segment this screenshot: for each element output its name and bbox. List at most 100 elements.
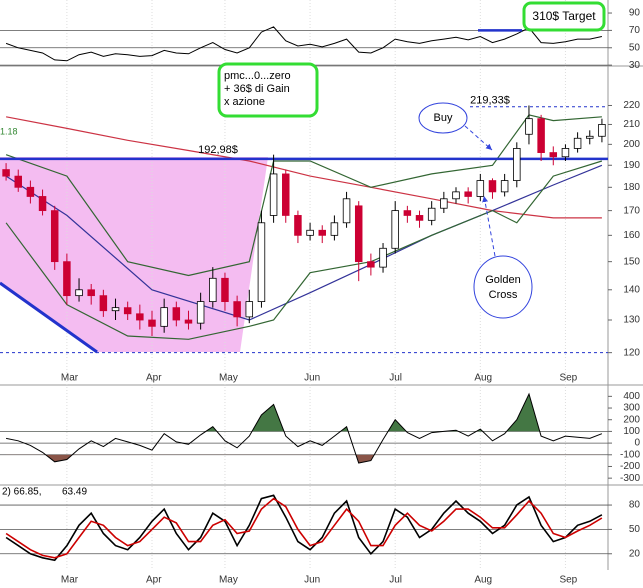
cci-line — [6, 392, 603, 464]
x-tick-label: Jun — [304, 373, 320, 384]
golden-cross-ellipse — [473, 255, 533, 319]
stoch-header: 2) 66.85, — [2, 487, 41, 498]
candle-body — [464, 191, 472, 197]
y-tick-label: 210 — [623, 119, 640, 130]
candle-body — [221, 277, 229, 303]
candle-body — [26, 186, 35, 197]
candle-body — [148, 319, 156, 327]
y-tick-label: 80 — [629, 500, 641, 511]
y-tick-label: 130 — [623, 315, 640, 326]
candle-body — [123, 307, 132, 315]
x-tick-label: May — [219, 373, 238, 384]
y-tick-label: 300 — [623, 403, 640, 414]
candle-body — [476, 180, 485, 197]
x-tick-label: Jul — [389, 373, 402, 384]
overlay-line — [5, 160, 603, 340]
candle-body — [440, 198, 448, 209]
candle-body — [537, 118, 545, 153]
candle-body — [209, 277, 217, 303]
y-tick-label: 50 — [629, 524, 641, 535]
candle-body — [513, 148, 521, 181]
y-tick-label: -200 — [620, 461, 640, 472]
candle-body — [233, 301, 241, 318]
candle-body — [525, 118, 533, 135]
y-tick-label: 140 — [623, 284, 640, 295]
stoch-line — [5, 497, 603, 559]
candle-body — [136, 313, 144, 321]
x-tick-label: Sep — [559, 575, 577, 586]
x-tick-label: Aug — [474, 373, 492, 384]
x-tick-label: Jul — [389, 575, 402, 586]
x-tick-label: May — [219, 575, 238, 586]
candle-body — [196, 301, 205, 324]
y-tick-label: 70 — [629, 25, 641, 36]
support-label: 192,98$ — [198, 144, 238, 156]
candle-body — [172, 307, 181, 321]
cci-down-fill — [6, 454, 602, 463]
candle-body — [184, 319, 193, 324]
note-line: pmc...0...zero — [224, 70, 291, 82]
candle-body — [586, 135, 594, 139]
y-tick-label: 170 — [623, 205, 640, 216]
y-tick-label: 50 — [629, 42, 641, 53]
candle-body — [63, 261, 71, 297]
target-label: 310$ Target — [532, 9, 596, 23]
candle-body — [379, 247, 387, 268]
indicator-value: 1.18 — [0, 126, 18, 136]
note-line: + 36$ di Gain — [224, 83, 290, 95]
candle-body — [160, 307, 168, 327]
buy-ellipse — [418, 102, 468, 134]
candle-body — [561, 148, 570, 158]
y-tick-label: 90 — [629, 8, 641, 19]
candle-body — [598, 124, 606, 137]
x-tick-label: Apr — [146, 575, 162, 586]
buy-label: Buy — [434, 112, 453, 124]
overlay-line — [5, 164, 603, 321]
candle-body — [415, 215, 424, 221]
buy-arrow — [464, 125, 493, 151]
golden-cross-label: Cross — [489, 289, 518, 301]
candle-body — [318, 229, 326, 236]
y-tick-label: 20 — [629, 548, 641, 559]
y-tick-label: 120 — [623, 347, 640, 358]
y-tick-label: 100 — [623, 426, 640, 437]
candle-body — [367, 261, 375, 268]
x-tick-label: Apr — [146, 373, 162, 384]
x-tick-label: Aug — [474, 575, 492, 586]
y-tick-label: 0 — [634, 438, 640, 449]
x-tick-label: Jun — [304, 575, 320, 586]
candle-body — [500, 180, 509, 193]
rsi-line — [5, 26, 603, 62]
y-tick-label: -100 — [620, 449, 640, 460]
candle-body — [294, 215, 302, 236]
golden-cross-label: Golden — [485, 274, 520, 286]
candle-body — [549, 152, 558, 158]
y-tick-label: -300 — [620, 473, 640, 484]
y-tick-label: 30 — [629, 60, 641, 71]
candle-body — [330, 222, 339, 236]
panel-frames — [0, 0, 643, 570]
candle-body — [2, 169, 10, 177]
note-line: x azione — [224, 96, 265, 108]
resistance-label: 219,33$ — [470, 95, 510, 107]
overlay-line — [5, 116, 602, 219]
candle-body — [269, 173, 278, 216]
target-box — [522, 1, 606, 32]
y-tick-label: 160 — [623, 230, 640, 241]
y-tick-label: 190 — [623, 160, 640, 171]
candle-body — [282, 173, 290, 216]
candle-body — [99, 295, 108, 312]
candle-body — [391, 210, 399, 249]
x-tick-label: Mar — [61, 575, 79, 586]
candle-body — [75, 289, 83, 297]
candle-body — [403, 210, 412, 216]
stoch-line — [5, 494, 603, 562]
golden-cross-arrow — [482, 195, 496, 257]
y-tick-label: 400 — [623, 391, 640, 402]
candle-body — [342, 198, 351, 224]
y-tick-label: 200 — [623, 414, 640, 425]
candle-body — [452, 191, 460, 200]
candle-body — [354, 205, 363, 263]
candle-body — [38, 196, 47, 212]
y-tick-label: 220 — [623, 100, 640, 111]
